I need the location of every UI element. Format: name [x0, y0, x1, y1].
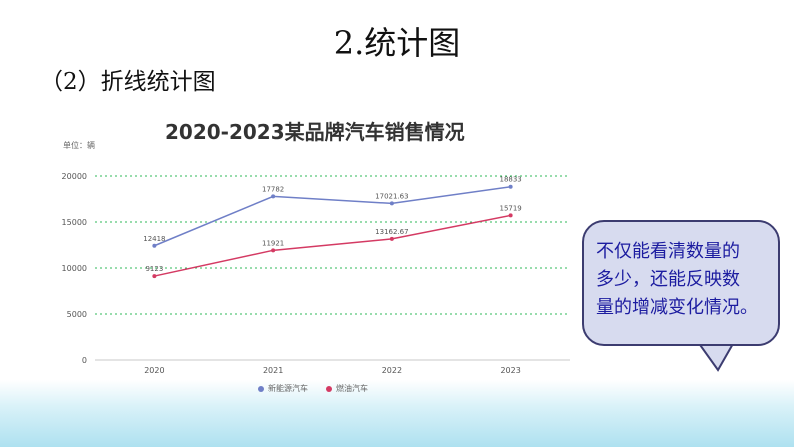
chart-legend: 新能源汽车 燃油汽车 [258, 383, 368, 394]
series-line-1 [154, 214, 511, 277]
x-tick-label: 2020 [144, 366, 164, 375]
y-tick-label: 5000 [67, 310, 87, 319]
data-point [389, 236, 394, 241]
x-tick-label: 2022 [382, 366, 402, 375]
legend-label: 新能源汽车 [268, 384, 308, 393]
x-tick-label: 2021 [263, 366, 283, 375]
data-point [271, 194, 276, 199]
data-point [508, 184, 513, 189]
x-tick-label: 2023 [500, 366, 520, 375]
legend-item-series-0[interactable]: 新能源汽车 [258, 383, 308, 394]
legend-swatch [258, 385, 264, 392]
callout-line: 多少，还能反映数 [596, 269, 740, 290]
data-point [508, 213, 513, 218]
data-label: 17782 [262, 185, 284, 193]
data-point [389, 201, 394, 206]
y-tick-label: 0 [82, 356, 87, 365]
data-label: 18833 [499, 176, 521, 184]
data-label: 17021.63 [375, 192, 408, 200]
data-label: 11921 [262, 239, 284, 247]
series-line-0 [154, 185, 511, 247]
data-label: 12418 [143, 235, 165, 243]
callout-text: 不仅能看清数量的 多少，还能反映数 量的增减变化情况。 [596, 238, 782, 322]
data-label: 15719 [499, 204, 521, 212]
unit-label: 单位：辆 [63, 141, 95, 150]
callout-line: 量的增减变化情况。 [596, 297, 758, 318]
section-heading: （2）折线统计图 [40, 69, 216, 95]
callout-line: 不仅能看清数量的 [596, 241, 740, 262]
data-label: 13162.67 [375, 228, 408, 236]
y-tick-label: 10000 [62, 264, 87, 273]
legend-swatch [326, 385, 332, 392]
legend-item-series-1[interactable]: 燃油汽车 [326, 383, 368, 394]
callout-tail [696, 342, 736, 372]
decorative-footer-band [0, 380, 794, 447]
slide-title: 2.统计图 [333, 24, 461, 62]
legend-label: 燃油汽车 [336, 384, 368, 393]
chart-title: 2020-2023某品牌汽车销售情况 [165, 120, 465, 144]
data-label: 9123 [145, 265, 163, 273]
data-point [271, 248, 276, 253]
y-tick-label: 15000 [62, 218, 87, 227]
data-point [152, 274, 157, 279]
data-point [152, 243, 157, 248]
callout-bubble: 不仅能看清数量的 多少，还能反映数 量的增减变化情况。 [582, 220, 780, 346]
y-tick-label: 20000 [62, 172, 87, 181]
